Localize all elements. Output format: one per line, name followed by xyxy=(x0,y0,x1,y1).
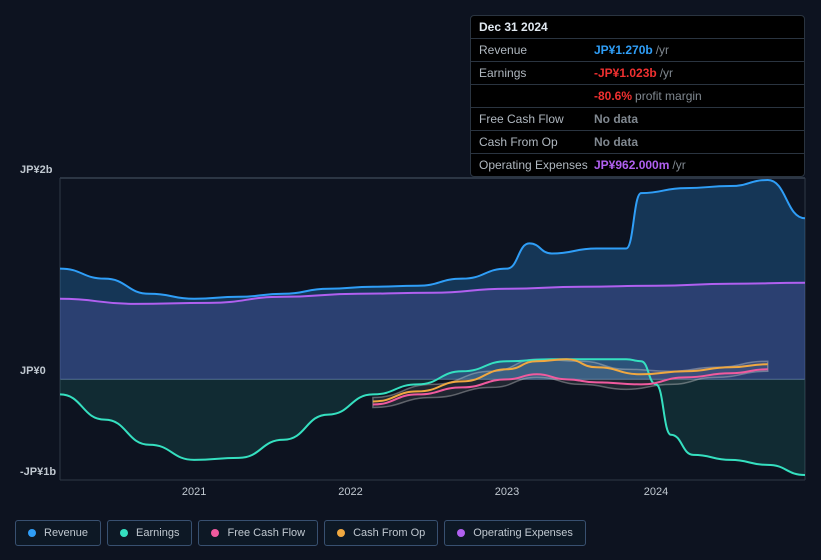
x-axis-label: 2021 xyxy=(182,486,206,498)
x-axis-label: 2023 xyxy=(495,486,519,498)
legend-item-cash-from-op[interactable]: Cash From Op xyxy=(324,520,438,546)
tooltip-value: No data xyxy=(594,135,638,149)
tooltip-unit: /yr xyxy=(660,66,673,80)
tooltip-unit: /yr xyxy=(656,43,669,57)
legend-item-revenue[interactable]: Revenue xyxy=(15,520,101,546)
tooltip-label: Earnings xyxy=(479,66,594,80)
legend-item-operating-expenses[interactable]: Operating Expenses xyxy=(444,520,586,546)
legend-label: Operating Expenses xyxy=(473,527,573,539)
x-axis-label: 2022 xyxy=(338,486,362,498)
tooltip-value: -JP¥1.023b xyxy=(594,66,657,80)
legend-item-earnings[interactable]: Earnings xyxy=(107,520,192,546)
tooltip-row: Earnings-JP¥1.023b/yr xyxy=(471,62,804,85)
tooltip-row: Cash From OpNo data xyxy=(471,131,804,154)
tooltip-label: Cash From Op xyxy=(479,135,594,149)
legend-label: Cash From Op xyxy=(353,527,425,539)
x-axis-label: 2024 xyxy=(644,486,668,498)
chart-legend: Revenue Earnings Free Cash Flow Cash From O… xyxy=(15,520,586,546)
financial-chart[interactable]: JP¥2bJP¥0-JP¥1b2021202220232024 xyxy=(15,160,805,480)
tooltip-unit: profit margin xyxy=(635,89,702,103)
tooltip-value: No data xyxy=(594,112,638,126)
tooltip-row: RevenueJP¥1.270b/yr xyxy=(471,39,804,62)
legend-dot-icon xyxy=(120,529,128,537)
legend-label: Earnings xyxy=(136,527,179,539)
legend-dot-icon xyxy=(211,529,219,537)
y-axis-label: -JP¥1b xyxy=(20,466,56,478)
tooltip-label: Revenue xyxy=(479,43,594,57)
legend-dot-icon xyxy=(337,529,345,537)
legend-dot-icon xyxy=(457,529,465,537)
tooltip-date: Dec 31 2024 xyxy=(479,20,548,34)
legend-item-free-cash-flow[interactable]: Free Cash Flow xyxy=(198,520,318,546)
legend-dot-icon xyxy=(28,529,36,537)
tooltip-value: JP¥1.270b xyxy=(594,43,653,57)
tooltip-label: Free Cash Flow xyxy=(479,112,594,126)
chart-tooltip: Dec 31 2024 RevenueJP¥1.270b/yrEarnings-… xyxy=(470,15,805,177)
tooltip-row: Free Cash FlowNo data xyxy=(471,108,804,131)
tooltip-value: -80.6% xyxy=(594,89,632,103)
tooltip-label xyxy=(479,89,594,103)
y-axis-label: JP¥2b xyxy=(20,164,52,176)
legend-label: Free Cash Flow xyxy=(227,527,305,539)
legend-label: Revenue xyxy=(44,527,88,539)
y-axis-label: JP¥0 xyxy=(20,365,46,377)
tooltip-row: -80.6%profit margin xyxy=(471,85,804,108)
